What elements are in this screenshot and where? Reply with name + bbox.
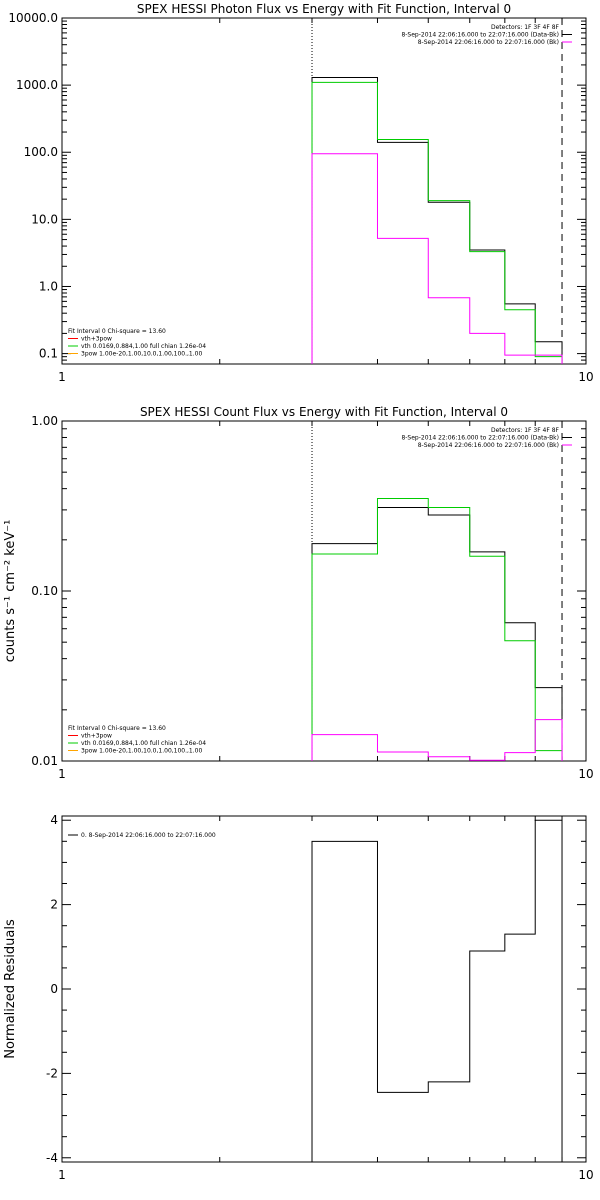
legend-text: 8-Sep-2014 22:06:16.000 to 22:07:16.000 … <box>401 435 559 442</box>
x-tick-label: 1 <box>58 767 66 781</box>
chart-title: SPEX HESSI Photon Flux vs Energy with Fi… <box>137 2 511 16</box>
y-tick-label: 0.01 <box>31 754 58 768</box>
legend-text: Detectors: 1F 3F 4F 8F <box>491 427 560 434</box>
legend-text: vth+3pow <box>81 336 112 343</box>
series-1-histogram <box>311 81 563 364</box>
legend-text: Detectors: 1F 3F 4F 8F <box>491 24 560 31</box>
legend-text: 8-Sep-2014 22:06:16.000 to 22:07:16.000 … <box>418 39 559 46</box>
plot-frame <box>61 420 587 762</box>
series-0-histogram <box>311 76 563 364</box>
y-axis-label: counts s⁻¹ cm⁻² keV⁻¹ <box>3 520 18 663</box>
legend-text: vth 0.0169,0.884,1.00 full chian 1.26e-0… <box>81 740 206 747</box>
y-tick-label: 0 <box>50 982 58 996</box>
legend-text: 3pow 1.00e-20,1.00,10.0,1.00,100.,1.00 <box>81 351 202 358</box>
x-tick-label: 1 <box>58 1168 66 1182</box>
series-2-histogram <box>311 719 563 761</box>
legend-text: Fit Interval 0 Chi-square = 13.60 <box>68 725 166 732</box>
x-tick-label: 1 <box>58 370 66 384</box>
y-tick-label: 10000.0 <box>8 11 58 25</box>
y-tick-label: 1.0 <box>39 279 58 293</box>
plot-frame <box>61 17 587 365</box>
series-0-histogram <box>311 819 563 1162</box>
y-axis-label: Normalized Residuals <box>3 919 18 1059</box>
y-tick-label: -4 <box>46 1151 58 1165</box>
legend-text: 8-Sep-2014 22:06:16.000 to 22:07:16.000 … <box>401 32 559 39</box>
legend-text: 0. 8-Sep-2014 22:06:16.000 to 22:07:16.0… <box>81 832 216 839</box>
y-tick-label: 0.10 <box>31 584 58 598</box>
chart-title: SPEX HESSI Count Flux vs Energy with Fit… <box>140 405 508 419</box>
legend-text: 8-Sep-2014 22:06:16.000 to 22:07:16.000 … <box>418 442 559 449</box>
legend-text: vth 0.0169,0.884,1.00 full chian 1.26e-0… <box>81 343 206 350</box>
x-tick-label: 10 <box>578 767 593 781</box>
legend-text: 3pow 1.00e-20,1.00,10.0,1.00,100.,1.00 <box>81 748 202 755</box>
legend-text: vth+3pow <box>81 733 112 740</box>
x-tick-label: 10 <box>578 370 593 384</box>
y-tick-label: 10.0 <box>31 212 58 226</box>
x-tick-label: 10 <box>578 1168 593 1182</box>
legend-text: Fit Interval 0 Chi-square = 13.60 <box>68 328 166 335</box>
series-0-histogram <box>311 506 563 761</box>
y-tick-label: 2 <box>50 898 58 912</box>
y-tick-label: -2 <box>46 1066 58 1080</box>
y-tick-label: 100.0 <box>24 145 58 159</box>
y-tick-label: 0.1 <box>39 347 58 361</box>
y-tick-label: 1.00 <box>31 414 58 428</box>
y-tick-label: 4 <box>50 813 58 827</box>
plot-frame <box>61 815 587 1163</box>
series-2-histogram <box>311 153 563 364</box>
series-1-histogram <box>311 498 563 761</box>
y-tick-label: 1000.0 <box>16 78 58 92</box>
